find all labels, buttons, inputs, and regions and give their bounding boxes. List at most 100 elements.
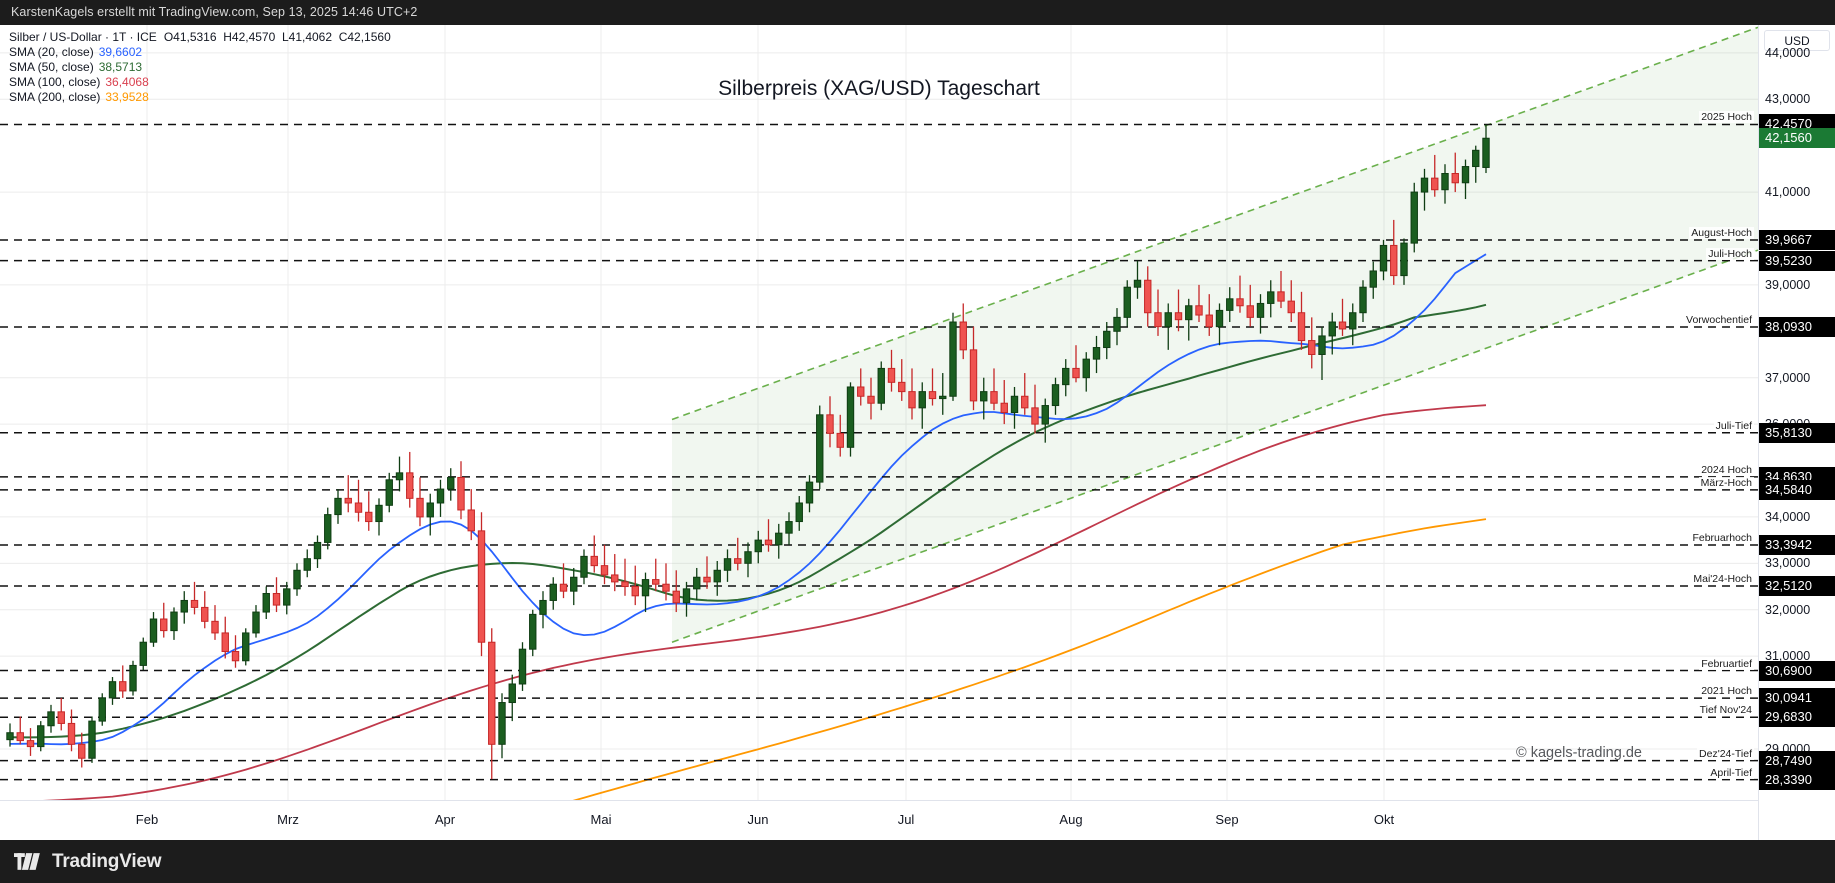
candle-body bbox=[477, 530, 486, 643]
candle-body bbox=[662, 583, 670, 592]
time-axis-tick: Jul bbox=[897, 812, 915, 827]
candle-body bbox=[1133, 279, 1142, 288]
price-axis-tick: 31,0000 bbox=[1765, 649, 1811, 664]
candle-body bbox=[1451, 173, 1459, 184]
candle-body bbox=[416, 497, 424, 518]
time-axis-tick: Feb bbox=[135, 812, 159, 827]
candle-body bbox=[959, 321, 967, 351]
candle-body bbox=[1010, 395, 1019, 414]
candle-body bbox=[1113, 316, 1121, 332]
time-axis[interactable]: Feb Mrz Apr Mai Jun Jul Aug Sep Okt bbox=[0, 800, 1758, 840]
candle-body bbox=[334, 497, 342, 516]
candle-body bbox=[467, 509, 475, 532]
candle-body bbox=[57, 711, 65, 724]
candle-body bbox=[26, 740, 35, 748]
candle-body bbox=[6, 732, 14, 741]
candle-body bbox=[1062, 367, 1070, 386]
price-axis[interactable]: USD 44,0000 43,0000 41,0000 39,0000 37,0000 3… bbox=[1758, 25, 1835, 840]
candle-body bbox=[457, 476, 465, 511]
candle-body bbox=[1431, 177, 1439, 191]
candle-body bbox=[1021, 395, 1029, 409]
price-axis-tick: 41,0000 bbox=[1765, 185, 1811, 200]
candle-body bbox=[857, 386, 865, 397]
attribution-bar: KarstenKagels erstellt mit TradingView.c… bbox=[0, 0, 1835, 25]
candle-body bbox=[570, 576, 578, 592]
candle-body bbox=[1226, 298, 1234, 311]
candle-body bbox=[1041, 405, 1049, 425]
candle-body bbox=[221, 632, 229, 652]
candle-body bbox=[119, 681, 127, 692]
candle-body bbox=[539, 599, 547, 615]
price-axis-tick: 37,0000 bbox=[1765, 370, 1811, 385]
candle-body bbox=[1359, 286, 1367, 314]
candle-body bbox=[1195, 305, 1203, 316]
candle-body bbox=[816, 414, 824, 483]
candle-body bbox=[488, 641, 496, 745]
time-axis-tick: Okt bbox=[1373, 812, 1395, 827]
candle-body bbox=[1420, 177, 1429, 193]
candle-body bbox=[734, 558, 742, 564]
candle-body bbox=[775, 532, 783, 546]
candle-body bbox=[887, 367, 896, 383]
price-plot[interactable]: 2025 Hoch August-Hoch Juli-Hoch Vorwochenti… bbox=[0, 25, 1758, 800]
price-level-pill: 39,9667 bbox=[1759, 230, 1835, 251]
candle-body bbox=[78, 743, 86, 759]
time-axis-tick: Mai bbox=[590, 812, 612, 827]
candle-body bbox=[201, 606, 209, 622]
candle-body bbox=[324, 514, 332, 543]
candle-body bbox=[836, 432, 844, 448]
candle-body bbox=[498, 702, 506, 745]
candle-body bbox=[272, 592, 281, 606]
candle-body bbox=[980, 391, 988, 402]
candle-body bbox=[1349, 312, 1357, 330]
candle-body bbox=[149, 618, 158, 643]
candle-body bbox=[785, 521, 793, 534]
candle-body bbox=[1410, 191, 1418, 244]
candle-body bbox=[1390, 244, 1398, 277]
bottom-bar: TradingView bbox=[0, 840, 1835, 883]
candle-body bbox=[231, 651, 240, 662]
candle-body bbox=[1369, 270, 1377, 288]
candle-body bbox=[1287, 300, 1295, 314]
candle-body bbox=[1092, 347, 1101, 360]
candle-body bbox=[293, 569, 301, 590]
candle-body bbox=[47, 711, 55, 727]
candle-body bbox=[1441, 173, 1449, 191]
candle-body bbox=[1256, 302, 1265, 318]
candle-body bbox=[129, 664, 137, 692]
candle-body bbox=[1297, 312, 1306, 342]
candle-body bbox=[529, 613, 537, 650]
candle-body bbox=[518, 648, 527, 685]
candle-body bbox=[908, 391, 916, 409]
candle-body bbox=[1277, 291, 1285, 302]
candle-body bbox=[652, 579, 660, 585]
candle-body bbox=[1103, 330, 1111, 349]
candle-body bbox=[88, 720, 96, 759]
price-axis-tick: 33,0000 bbox=[1765, 556, 1811, 571]
price-level-pill: 39,5230 bbox=[1759, 250, 1835, 271]
candle-body bbox=[67, 722, 76, 745]
candle-body bbox=[1318, 335, 1326, 355]
candle-body bbox=[1205, 314, 1213, 328]
tradingview-logo[interactable]: TradingView bbox=[14, 850, 162, 873]
candle-body bbox=[723, 558, 732, 571]
candlestick-svg bbox=[0, 25, 1758, 800]
candle-body bbox=[160, 618, 168, 632]
candle-body bbox=[1472, 149, 1480, 168]
candle-body bbox=[631, 586, 639, 597]
price-axis-tick: 34,0000 bbox=[1765, 509, 1811, 524]
candle-body bbox=[590, 555, 598, 567]
candle-body bbox=[949, 321, 957, 397]
candle-body bbox=[713, 569, 721, 583]
chart-area: 2025 Hoch August-Hoch Juli-Hoch Vorwochenti… bbox=[0, 25, 1835, 840]
price-level-pill: 32,5120 bbox=[1759, 575, 1835, 596]
candle-body bbox=[1267, 291, 1275, 304]
candle-body bbox=[406, 472, 414, 499]
candle-body bbox=[600, 565, 609, 576]
tradingview-wordmark: TradingView bbox=[52, 850, 162, 872]
candle-body bbox=[16, 732, 24, 742]
price-level-pill: 33,3942 bbox=[1759, 535, 1835, 556]
price-level-pill: 29,6830 bbox=[1759, 707, 1835, 728]
time-axis-tick: Sep bbox=[1215, 812, 1239, 827]
candle-body bbox=[990, 391, 998, 404]
